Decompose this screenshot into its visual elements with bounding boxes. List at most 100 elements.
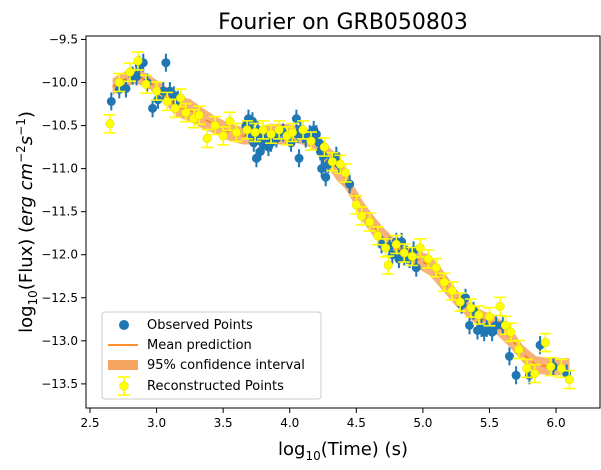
y-axis-title-subscript: 10 — [26, 290, 40, 305]
reconstructed-point — [474, 310, 484, 320]
reconstructed-point — [114, 77, 124, 88]
reconstructed-point — [141, 79, 151, 89]
reconstructed-point — [556, 363, 566, 373]
observed-point — [161, 58, 171, 68]
y-axis-title-s: s — [16, 136, 37, 145]
x-axis-title: log10(Time) (s) — [278, 439, 408, 463]
observed-point — [491, 320, 501, 330]
x-axis-title-log: log — [278, 439, 305, 460]
legend-marker-reconstructed — [118, 376, 130, 396]
x-axis-title-rest: (Time) (s) — [321, 439, 408, 460]
reconstructed-point — [357, 211, 367, 221]
chart-title: Fourier on GRB050803 — [218, 10, 468, 35]
y-tick-label: −13.5 — [41, 377, 78, 391]
reconstructed-point — [455, 297, 465, 307]
x-tick-label: 3.5 — [214, 416, 233, 430]
observed-point — [148, 103, 158, 113]
reconstructed-point — [105, 119, 115, 129]
observed-point — [251, 153, 261, 163]
reconstructed-point — [250, 127, 260, 137]
legend-box — [101, 311, 322, 400]
reconstructed-point — [514, 344, 524, 354]
reconstructed-point — [540, 338, 550, 348]
reconstructed-point — [365, 217, 375, 227]
reconstructed-point — [522, 363, 532, 373]
observed-point — [511, 370, 521, 380]
reconstructed-point — [530, 369, 540, 379]
reconstructed-point — [175, 93, 186, 103]
reconstructed-point — [495, 301, 505, 311]
observed-point — [294, 153, 304, 163]
reconstructed-point — [274, 125, 284, 135]
reconstructed-point — [399, 248, 409, 258]
y-tick-label: −12.5 — [41, 291, 78, 305]
reconstructed-point — [431, 263, 441, 273]
plot-frame — [85, 35, 601, 409]
y-axis-title-unit: erg cm — [16, 163, 37, 226]
confidence-band — [112, 67, 570, 376]
observed-point — [106, 96, 116, 106]
reconstructed-point — [319, 142, 329, 152]
y-axis-title-log: log — [16, 305, 37, 332]
x-tick-label: 5.5 — [480, 416, 499, 430]
y-tick-label: −11.0 — [41, 162, 78, 176]
x-tick-label: 3.0 — [147, 416, 166, 430]
observed-point — [345, 179, 355, 189]
y-tick-label: −13.0 — [41, 334, 78, 348]
reconstructed-point — [287, 127, 297, 137]
legend: Observed Points Mean prediction 95% conf… — [101, 311, 322, 400]
observed-point — [465, 320, 475, 330]
reconstructed-point — [415, 243, 425, 253]
reconstructed-point — [341, 168, 351, 178]
y-axis: −9.5 −10.0 −10.5 −11.0 −11.5 −12.0 −12.5 −13.0 −… — [41, 32, 86, 391]
reconstructed-point — [258, 125, 268, 135]
plot-area — [103, 51, 576, 390]
reconstructed-point — [484, 312, 495, 322]
y-axis-title-sup2: −1 — [14, 118, 28, 136]
reconstructed-point — [181, 108, 191, 118]
y-tick-label: −12.0 — [41, 248, 78, 262]
x-axis: 2.5 3.0 3.5 4.0 4.5 5.0 5.5 6.0 — [80, 408, 566, 430]
reconstructed-point — [306, 136, 316, 146]
y-axis-title: log10(Flux) (erg cm−2s−1) — [14, 111, 40, 333]
reconstructed-point — [564, 375, 574, 385]
reconstructed-point — [506, 327, 516, 337]
observed-point — [487, 327, 497, 337]
reconstructed-point — [162, 96, 172, 106]
reconstructed-point — [373, 231, 383, 241]
reconstructed-point — [218, 131, 228, 141]
reconstructed-point — [466, 303, 476, 313]
x-axis-title-subscript: 10 — [305, 449, 320, 463]
legend-marker-ci — [108, 360, 138, 370]
y-tick-label: −10.5 — [41, 119, 78, 133]
observed-point — [411, 263, 421, 273]
reconstructed-point — [447, 286, 457, 296]
reconstructed-point — [266, 129, 276, 139]
reconstructed-point — [546, 362, 556, 372]
y-axis-title-middle: (Flux) ( — [16, 226, 37, 290]
y-axis-title-close: ) — [16, 111, 37, 118]
reconstructed-point — [125, 67, 135, 77]
legend-marker-observed — [119, 320, 129, 330]
reconstructed-point — [383, 260, 393, 270]
y-axis-title-sup1: −2 — [14, 145, 28, 163]
observed-point — [158, 86, 168, 96]
reconstructed-point — [194, 110, 204, 120]
reconstructed-point — [327, 157, 337, 167]
legend-label-reconstructed: Reconstructed Points — [147, 379, 284, 394]
x-tick-label: 4.0 — [280, 416, 299, 430]
observed-point — [317, 164, 327, 174]
reconstructed-point — [231, 127, 242, 137]
reconstructed-point — [152, 86, 162, 96]
x-tick-label: 6.0 — [547, 416, 566, 430]
reconstructed-point — [210, 121, 220, 131]
reconstructed-point — [225, 116, 235, 126]
observed-point — [321, 172, 331, 182]
observed-point — [504, 351, 514, 361]
x-tick-label: 4.5 — [347, 416, 366, 430]
reconstructed-point — [242, 125, 252, 135]
reconstructed-point — [351, 200, 361, 210]
y-tick-label: −11.5 — [41, 205, 78, 219]
x-tick-label: 5.0 — [413, 416, 432, 430]
